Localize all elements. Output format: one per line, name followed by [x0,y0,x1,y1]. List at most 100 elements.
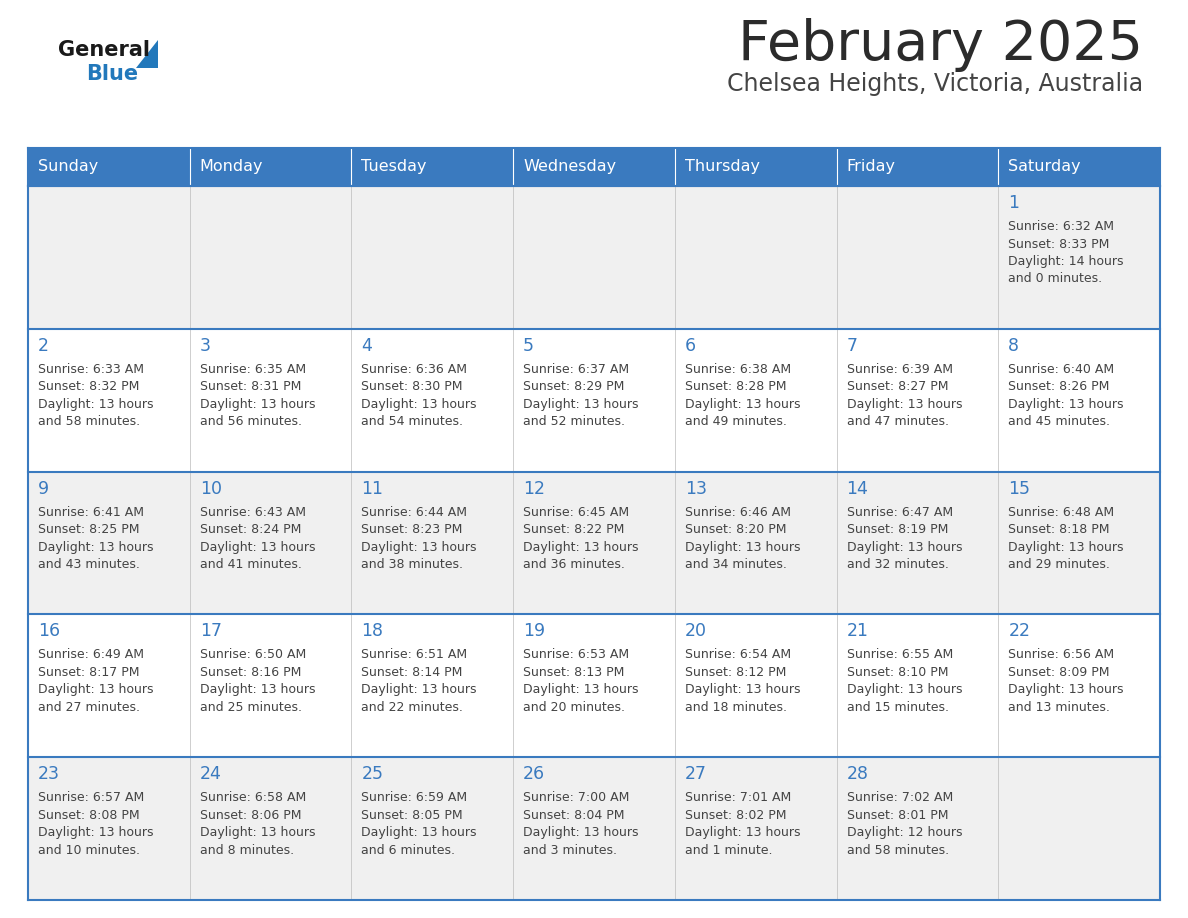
Text: Sunset: 8:18 PM: Sunset: 8:18 PM [1009,523,1110,536]
Text: Daylight: 13 hours
and 1 minute.: Daylight: 13 hours and 1 minute. [684,826,801,856]
Text: 4: 4 [361,337,372,354]
Text: Daylight: 14 hours
and 0 minutes.: Daylight: 14 hours and 0 minutes. [1009,255,1124,285]
Text: Chelsea Heights, Victoria, Australia: Chelsea Heights, Victoria, Australia [727,72,1143,96]
Text: 19: 19 [523,622,545,641]
Bar [29,148,190,186]
Text: 14: 14 [847,479,868,498]
Text: General: General [58,40,150,60]
Text: Sunrise: 6:49 AM: Sunrise: 6:49 AM [38,648,144,661]
Bar [29,757,1159,900]
Text: Sunset: 8:19 PM: Sunset: 8:19 PM [847,523,948,536]
Bar [29,614,1159,757]
Text: Daylight: 13 hours
and 38 minutes.: Daylight: 13 hours and 38 minutes. [361,541,476,571]
Text: Sunset: 8:25 PM: Sunset: 8:25 PM [38,523,139,536]
Text: Sunrise: 6:58 AM: Sunrise: 6:58 AM [200,791,307,804]
Text: 2: 2 [38,337,49,354]
Text: Sunrise: 6:40 AM: Sunrise: 6:40 AM [1009,363,1114,375]
Text: Sunset: 8:31 PM: Sunset: 8:31 PM [200,380,301,393]
Text: Daylight: 13 hours
and 47 minutes.: Daylight: 13 hours and 47 minutes. [847,397,962,429]
Text: Daylight: 13 hours
and 15 minutes.: Daylight: 13 hours and 15 minutes. [847,683,962,714]
Text: Sunrise: 6:56 AM: Sunrise: 6:56 AM [1009,648,1114,661]
Text: 8: 8 [1009,337,1019,354]
Text: 23: 23 [38,766,61,783]
Bar [836,148,998,186]
Text: Thursday: Thursday [684,160,760,174]
Text: Daylight: 13 hours
and 20 minutes.: Daylight: 13 hours and 20 minutes. [523,683,639,714]
Text: Daylight: 13 hours
and 34 minutes.: Daylight: 13 hours and 34 minutes. [684,541,801,571]
Bar [675,148,836,186]
Text: Sunrise: 6:37 AM: Sunrise: 6:37 AM [523,363,630,375]
Text: Sunset: 8:30 PM: Sunset: 8:30 PM [361,380,463,393]
Text: Daylight: 13 hours
and 3 minutes.: Daylight: 13 hours and 3 minutes. [523,826,639,856]
Text: 27: 27 [684,766,707,783]
Text: Sunrise: 6:55 AM: Sunrise: 6:55 AM [847,648,953,661]
Bar [29,472,1159,614]
Text: Daylight: 13 hours
and 43 minutes.: Daylight: 13 hours and 43 minutes. [38,541,153,571]
Text: Daylight: 13 hours
and 32 minutes.: Daylight: 13 hours and 32 minutes. [847,541,962,571]
Text: Sunset: 8:12 PM: Sunset: 8:12 PM [684,666,786,679]
Polygon shape [135,40,158,68]
Text: Daylight: 13 hours
and 29 minutes.: Daylight: 13 hours and 29 minutes. [1009,541,1124,571]
Text: 15: 15 [1009,479,1030,498]
Text: Sunrise: 7:00 AM: Sunrise: 7:00 AM [523,791,630,804]
Text: Sunset: 8:10 PM: Sunset: 8:10 PM [847,666,948,679]
Text: Sunset: 8:14 PM: Sunset: 8:14 PM [361,666,463,679]
Text: Daylight: 13 hours
and 25 minutes.: Daylight: 13 hours and 25 minutes. [200,683,315,714]
Text: 6: 6 [684,337,696,354]
Text: Daylight: 13 hours
and 18 minutes.: Daylight: 13 hours and 18 minutes. [684,683,801,714]
Text: Sunset: 8:04 PM: Sunset: 8:04 PM [523,809,625,822]
Text: Sunrise: 6:41 AM: Sunrise: 6:41 AM [38,506,144,519]
Text: 9: 9 [38,479,49,498]
Text: Sunrise: 7:01 AM: Sunrise: 7:01 AM [684,791,791,804]
Text: Sunday: Sunday [38,160,99,174]
Text: Sunrise: 6:45 AM: Sunrise: 6:45 AM [523,506,630,519]
Text: 20: 20 [684,622,707,641]
Text: Sunset: 8:02 PM: Sunset: 8:02 PM [684,809,786,822]
Text: Sunrise: 6:50 AM: Sunrise: 6:50 AM [200,648,307,661]
Bar [352,148,513,186]
Text: Sunset: 8:20 PM: Sunset: 8:20 PM [684,523,786,536]
Text: Friday: Friday [847,160,896,174]
Text: Daylight: 13 hours
and 45 minutes.: Daylight: 13 hours and 45 minutes. [1009,397,1124,429]
Text: Sunrise: 7:02 AM: Sunrise: 7:02 AM [847,791,953,804]
Text: 18: 18 [361,622,384,641]
Text: Daylight: 13 hours
and 6 minutes.: Daylight: 13 hours and 6 minutes. [361,826,476,856]
Text: Sunset: 8:33 PM: Sunset: 8:33 PM [1009,238,1110,251]
Text: Sunrise: 6:59 AM: Sunrise: 6:59 AM [361,791,468,804]
Text: Sunset: 8:13 PM: Sunset: 8:13 PM [523,666,625,679]
Text: Sunrise: 6:39 AM: Sunrise: 6:39 AM [847,363,953,375]
Text: Sunset: 8:06 PM: Sunset: 8:06 PM [200,809,302,822]
Text: Sunrise: 6:36 AM: Sunrise: 6:36 AM [361,363,467,375]
Text: Daylight: 13 hours
and 54 minutes.: Daylight: 13 hours and 54 minutes. [361,397,476,429]
Text: Sunrise: 6:32 AM: Sunrise: 6:32 AM [1009,220,1114,233]
Text: Sunset: 8:16 PM: Sunset: 8:16 PM [200,666,301,679]
Text: Sunset: 8:05 PM: Sunset: 8:05 PM [361,809,463,822]
Text: 5: 5 [523,337,535,354]
Text: Daylight: 13 hours
and 10 minutes.: Daylight: 13 hours and 10 minutes. [38,826,153,856]
Text: Sunrise: 6:46 AM: Sunrise: 6:46 AM [684,506,791,519]
Text: Sunrise: 6:33 AM: Sunrise: 6:33 AM [38,363,144,375]
Text: Daylight: 13 hours
and 13 minutes.: Daylight: 13 hours and 13 minutes. [1009,683,1124,714]
Text: 25: 25 [361,766,384,783]
Text: Sunrise: 6:43 AM: Sunrise: 6:43 AM [200,506,305,519]
Text: Sunrise: 6:47 AM: Sunrise: 6:47 AM [847,506,953,519]
Text: Sunrise: 6:51 AM: Sunrise: 6:51 AM [361,648,468,661]
Text: 7: 7 [847,337,858,354]
Text: 16: 16 [38,622,61,641]
Text: Sunset: 8:08 PM: Sunset: 8:08 PM [38,809,140,822]
Text: Sunset: 8:28 PM: Sunset: 8:28 PM [684,380,786,393]
Text: 24: 24 [200,766,222,783]
Text: 11: 11 [361,479,384,498]
Text: Daylight: 13 hours
and 49 minutes.: Daylight: 13 hours and 49 minutes. [684,397,801,429]
Bar [513,148,675,186]
Text: Sunset: 8:22 PM: Sunset: 8:22 PM [523,523,625,536]
Text: 12: 12 [523,479,545,498]
Text: Daylight: 13 hours
and 52 minutes.: Daylight: 13 hours and 52 minutes. [523,397,639,429]
Text: Sunrise: 6:54 AM: Sunrise: 6:54 AM [684,648,791,661]
Text: Blue: Blue [86,64,138,84]
Text: 13: 13 [684,479,707,498]
Text: 26: 26 [523,766,545,783]
Text: 1: 1 [1009,194,1019,212]
Text: Sunrise: 6:53 AM: Sunrise: 6:53 AM [523,648,630,661]
Text: Saturday: Saturday [1009,160,1081,174]
